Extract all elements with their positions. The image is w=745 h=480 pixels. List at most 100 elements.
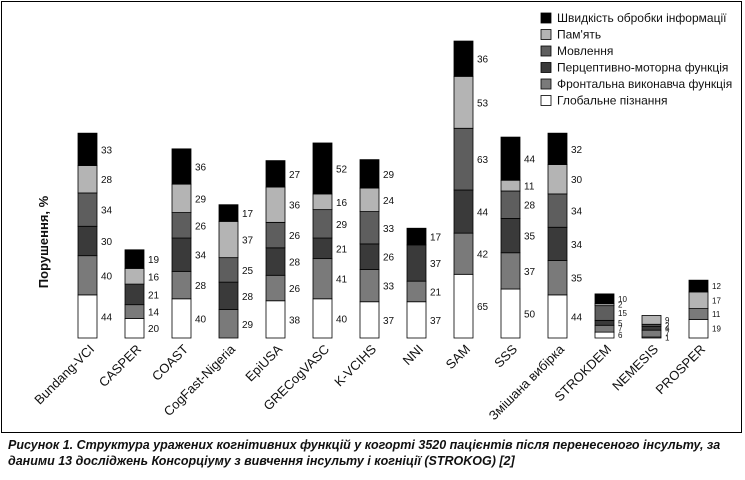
value-label: 34	[571, 240, 583, 251]
value-label: 17	[712, 296, 721, 305]
bar-segment	[312, 142, 333, 195]
bar-segment	[500, 179, 521, 192]
value-label: 37	[524, 267, 536, 278]
value-label: 33	[101, 145, 113, 156]
stacked-bar-chart: Порушення, % 444030342833201421161940283…	[31, 11, 732, 423]
value-label: 28	[524, 201, 536, 212]
bar-segment	[688, 279, 709, 293]
value-labels-group: 4440303428332014211619402834262936292825…	[101, 55, 721, 343]
bar-segment	[171, 237, 192, 272]
bar-segment	[312, 209, 333, 239]
bar-segment	[547, 226, 568, 261]
bar-segment	[594, 293, 615, 305]
bar-segment	[124, 249, 145, 269]
value-label: 63	[477, 155, 489, 166]
value-label: 11	[524, 182, 535, 193]
bars-group	[77, 40, 709, 339]
bar-segment	[265, 221, 286, 249]
bar-segment	[359, 301, 380, 339]
value-label: 7	[665, 330, 670, 339]
value-label: 33	[383, 282, 395, 293]
value-label: 28	[289, 258, 301, 269]
bar-segment	[453, 75, 474, 129]
x-tick-label: CASPER	[96, 342, 144, 390]
bar-segment	[547, 164, 568, 195]
bar-segment	[359, 159, 380, 189]
value-label: 40	[101, 271, 113, 282]
value-label: 21	[336, 244, 348, 255]
bar-segment	[265, 160, 286, 188]
value-label: 15	[618, 309, 627, 318]
value-label: 28	[195, 281, 207, 292]
bar-segment	[359, 187, 380, 212]
bar-segment	[265, 274, 286, 302]
bar-segment	[77, 192, 98, 227]
bar-segment	[406, 301, 427, 339]
legend-label: Швидкість обробки інформації	[557, 11, 727, 25]
value-label: 34	[571, 207, 583, 218]
value-label: 33	[383, 224, 395, 235]
legend-swatch	[540, 78, 552, 90]
value-label: 5	[618, 319, 623, 328]
bar-segment	[171, 212, 192, 239]
value-label: 29	[242, 320, 254, 331]
bar-segment	[641, 325, 662, 331]
value-label: 20	[148, 324, 160, 335]
bar-segment	[688, 318, 709, 339]
bar-segment	[406, 280, 427, 303]
bar-segment	[77, 255, 98, 296]
bar-segment	[547, 193, 568, 228]
bar-segment	[124, 268, 145, 285]
value-label: 28	[242, 292, 254, 303]
value-label: 29	[336, 220, 348, 231]
value-label: 17	[430, 233, 442, 244]
bar-segment	[594, 324, 615, 333]
bar-segment	[500, 288, 521, 339]
value-label: 26	[289, 231, 301, 242]
value-label: 65	[477, 302, 489, 313]
legend-swatch	[540, 45, 552, 57]
bar-segment	[265, 186, 286, 223]
value-label: 19	[712, 325, 721, 334]
bar-segment	[547, 260, 568, 296]
figure-caption: Рисунок 1. Структура уражених когнітивни…	[8, 438, 721, 468]
bar-segment	[359, 243, 380, 270]
bar-segment	[171, 270, 192, 300]
bar-segment	[406, 227, 427, 246]
bar-segment	[359, 268, 380, 303]
bar-segment	[453, 40, 474, 77]
value-label: 34	[195, 251, 207, 262]
legend-label: Фронтальна виконавча функція	[557, 77, 732, 91]
bar-segment	[171, 298, 192, 339]
value-label: 11	[712, 310, 721, 319]
value-label: 28	[101, 175, 113, 186]
value-label: 2	[618, 301, 623, 310]
bar-segment	[312, 193, 333, 211]
value-label: 2	[665, 321, 670, 330]
value-label: 19	[148, 255, 160, 266]
value-label: 37	[383, 316, 395, 327]
bar-segment	[500, 252, 521, 290]
value-label: 10	[618, 295, 627, 304]
legend-label: Мовлення	[557, 44, 613, 58]
bar-segment	[594, 319, 615, 326]
value-label: 34	[101, 206, 113, 217]
value-label: 44	[524, 155, 536, 166]
value-label: 35	[524, 232, 536, 243]
value-label: 26	[383, 253, 395, 264]
x-tick-label: EpiUSA	[242, 341, 285, 384]
bar-segment	[77, 132, 98, 166]
bar-segment	[641, 329, 662, 338]
value-label: 35	[571, 274, 583, 285]
bar-segment	[453, 273, 474, 339]
value-label: 36	[289, 201, 301, 212]
y-axis-label: Порушення, %	[36, 195, 51, 288]
bar-segment	[594, 331, 615, 339]
bar-segment	[406, 244, 427, 282]
bar-segment	[688, 291, 709, 310]
bar-segment	[218, 281, 239, 310]
value-label: 26	[195, 221, 207, 232]
value-label: 26	[289, 284, 301, 295]
bar-segment	[453, 232, 474, 275]
